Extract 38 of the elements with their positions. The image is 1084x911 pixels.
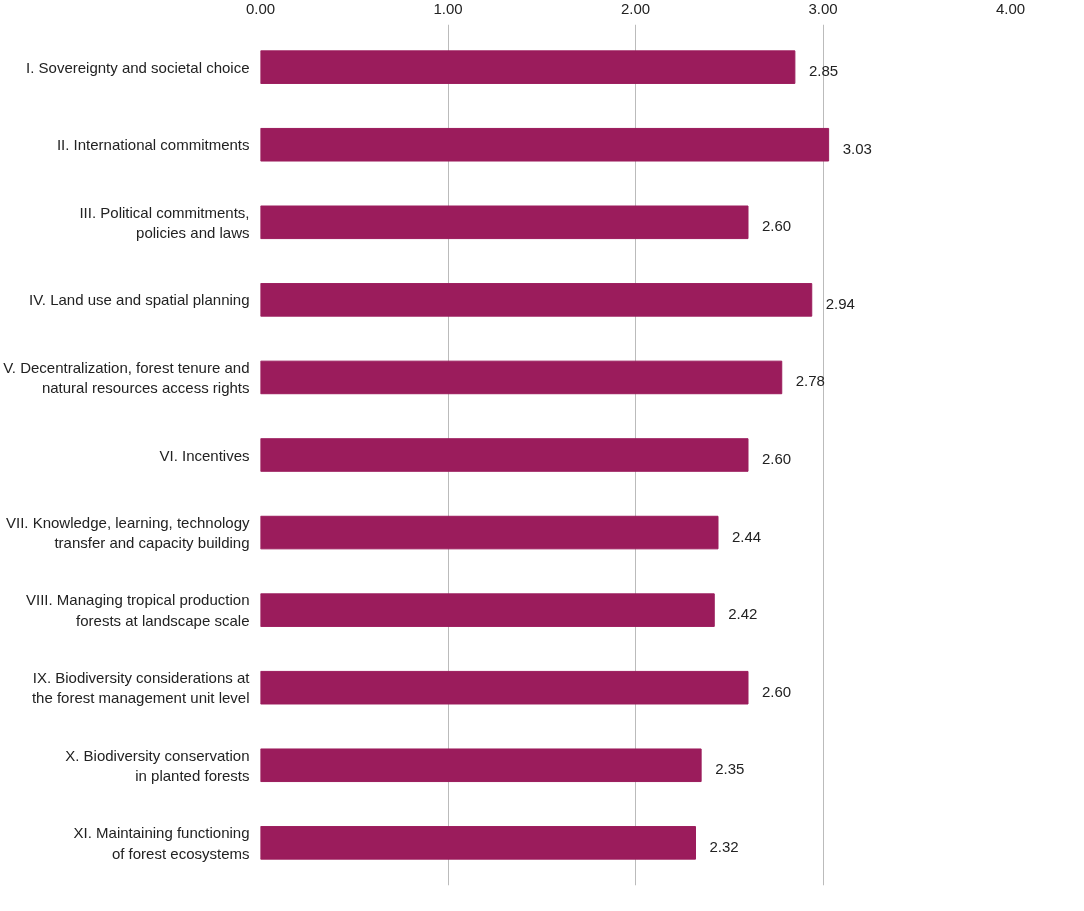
bar (260, 438, 749, 472)
data-label: 2.60 (762, 682, 792, 700)
bar (260, 826, 696, 860)
bar (260, 670, 749, 705)
data-label: 2.42 (728, 605, 758, 623)
y-tick-label: II. International commitments (56, 136, 250, 154)
data-label: 3.03 (842, 139, 872, 157)
data-label: 2.94 (825, 294, 855, 312)
data-label: 2.78 (795, 372, 825, 390)
data-label: 2.35 (715, 760, 745, 778)
x-tick-label: 3.00 (808, 0, 838, 17)
data-label: 2.60 (762, 217, 792, 235)
data-label: 2.60 (762, 450, 792, 467)
data-label: 2.85 (808, 62, 839, 80)
bar (260, 205, 749, 240)
y-tick-label: IV. Land use and spatial planning (29, 291, 250, 309)
bar (260, 283, 813, 317)
x-tick-label: 2.00 (620, 0, 651, 17)
y-tick-label: VI. Incentives (159, 446, 250, 464)
bar (260, 748, 702, 783)
bar (260, 127, 830, 162)
bar (260, 515, 719, 550)
y-tick-label: XI. Maintaining functioning of forest ecosystems (73, 824, 250, 862)
bar (260, 593, 715, 627)
data-label: 2.32 (709, 837, 739, 855)
y-tick-label: VII. Knowledge, learning, technology transfer and capacity building (6, 513, 250, 552)
x-tick-label: 4.00 (995, 0, 1026, 17)
y-tick-label: IX. Biodiversity considerations at the forest management unit level (31, 669, 251, 707)
y-tick-label: I. Sovereignty and societal choice (26, 58, 250, 76)
y-tick-label: X. Biodiversity conservation in planted forests (65, 746, 250, 784)
x-tick-label: 1.00 (433, 0, 463, 17)
bar (260, 360, 783, 395)
y-tick-label: III. Political commitments, policies and laws (79, 203, 250, 241)
data-label: 2.44 (732, 527, 762, 545)
x-tick-label: 0.00 (245, 0, 276, 17)
y-tick-label: V. Decentralization, forest tenure and natural resources access rights (3, 358, 250, 397)
y-tick-label: VIII. Managing tropical production forests at landscape scale (26, 591, 250, 629)
bar (260, 50, 796, 84)
